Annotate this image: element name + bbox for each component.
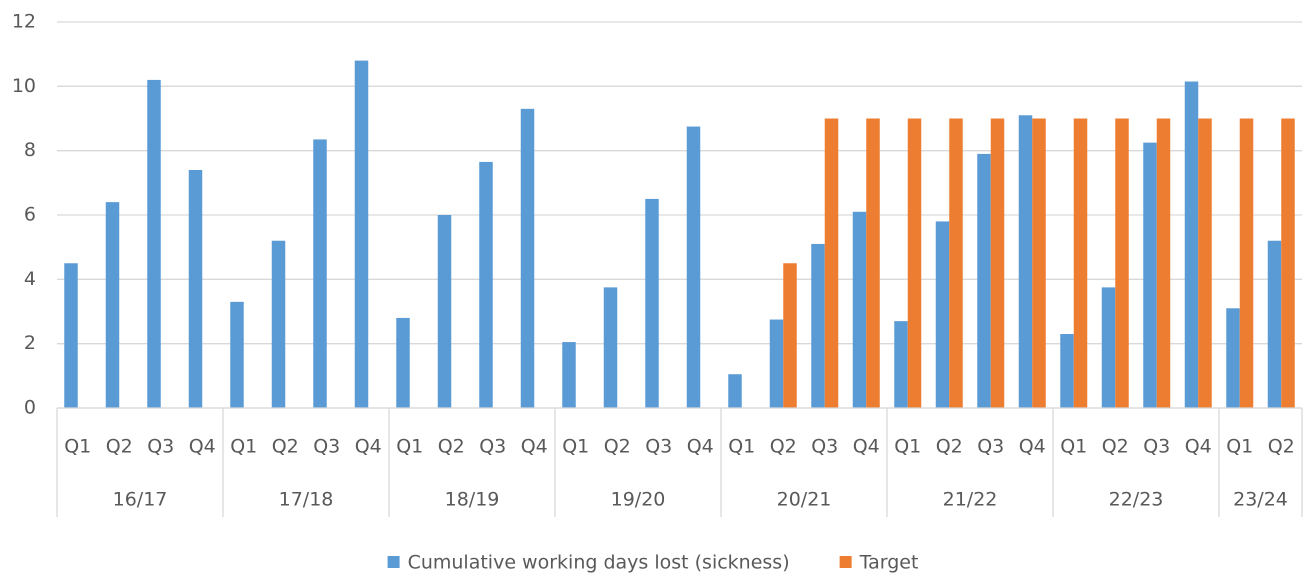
bar (866, 118, 880, 408)
bar (1239, 118, 1254, 408)
x-tick-label: Q4 (1185, 436, 1212, 458)
x-group-label: 20/21 (777, 489, 832, 511)
bar (1156, 118, 1171, 408)
x-tick-label: Q3 (1143, 436, 1170, 458)
bar (147, 79, 161, 409)
bar (1226, 308, 1240, 408)
bar (783, 263, 797, 408)
x-tick-label: Q1 (230, 436, 257, 458)
bar (64, 263, 78, 408)
bar (271, 240, 286, 408)
bar (1198, 118, 1212, 408)
bar (188, 169, 203, 408)
x-tick-label: Q1 (1060, 436, 1087, 458)
bar (935, 221, 950, 408)
bar (811, 243, 825, 408)
x-tick-label: Q2 (1268, 436, 1295, 458)
x-tick-label: Q4 (521, 436, 548, 458)
x-tick-label: Q2 (770, 436, 797, 458)
x-tick-label: Q1 (894, 436, 921, 458)
x-tick-label: Q2 (106, 436, 133, 458)
y-tick-label: 10 (12, 75, 36, 97)
x-tick-label: Q2 (1102, 436, 1129, 458)
bar (1073, 118, 1088, 408)
x-tick-label: Q4 (189, 436, 216, 458)
x-tick-label: Q4 (355, 436, 382, 458)
x-tick-label: Q3 (147, 436, 174, 458)
x-group-label: 16/17 (113, 489, 168, 511)
x-group-label: 22/23 (1109, 489, 1164, 511)
bar (1143, 142, 1157, 408)
bar (1281, 118, 1295, 408)
bar (1018, 115, 1033, 409)
x-tick-label: Q4 (687, 436, 714, 458)
x-group-label: 23/24 (1233, 489, 1288, 511)
y-tick-label: 12 (12, 11, 36, 33)
x-tick-label: Q3 (645, 436, 672, 458)
y-tick-label: 8 (24, 139, 36, 161)
bar (562, 342, 576, 408)
bar (603, 287, 618, 408)
y-tick-label: 4 (24, 268, 36, 290)
x-group-label: 18/19 (445, 489, 500, 511)
x-tick-label: Q3 (811, 436, 838, 458)
legend-label: Cumulative working days lost (sickness) (408, 552, 790, 574)
x-tick-label: Q4 (853, 436, 880, 458)
x-tick-label: Q2 (272, 436, 299, 458)
bar (354, 60, 369, 408)
y-tick-label: 6 (24, 204, 36, 226)
x-tick-label: Q1 (396, 436, 423, 458)
bar (894, 321, 908, 408)
bar (1101, 287, 1116, 408)
bar (1032, 118, 1046, 408)
legend-swatch (839, 556, 852, 568)
bar (396, 317, 410, 408)
bar (1060, 334, 1074, 408)
x-tick-label: Q3 (977, 436, 1004, 458)
x-tick-label: Q2 (604, 436, 631, 458)
bar (1184, 81, 1199, 408)
bar (313, 139, 327, 409)
x-tick-label: Q4 (1019, 436, 1046, 458)
bar (520, 108, 535, 408)
x-group-label: 21/22 (943, 489, 998, 511)
x-tick-label: Q1 (728, 436, 755, 458)
x-tick-label: Q1 (64, 436, 91, 458)
bar (990, 118, 1005, 408)
x-group-label: 17/18 (279, 489, 334, 511)
bar (479, 161, 493, 408)
bar (728, 374, 742, 408)
y-tick-label: 0 (24, 397, 36, 419)
legend-label: Target (859, 552, 919, 574)
bar (686, 126, 701, 409)
bar (769, 319, 784, 408)
bar (977, 153, 991, 408)
bar (230, 301, 244, 408)
x-tick-label: Q3 (479, 436, 506, 458)
x-tick-label: Q1 (1226, 436, 1253, 458)
x-tick-label: Q1 (562, 436, 589, 458)
x-tick-label: Q2 (936, 436, 963, 458)
bar (1267, 240, 1282, 408)
bar (1115, 118, 1129, 408)
x-tick-label: Q2 (438, 436, 465, 458)
bar (949, 118, 963, 408)
x-tick-label: Q3 (313, 436, 340, 458)
y-tick-label: 2 (24, 332, 36, 354)
bar (907, 118, 922, 408)
bar (645, 198, 659, 408)
bar (824, 118, 839, 408)
bar (437, 215, 452, 408)
x-group-label: 19/20 (611, 489, 666, 511)
bar (852, 211, 867, 408)
legend-swatch (387, 556, 400, 568)
bar (105, 202, 120, 408)
